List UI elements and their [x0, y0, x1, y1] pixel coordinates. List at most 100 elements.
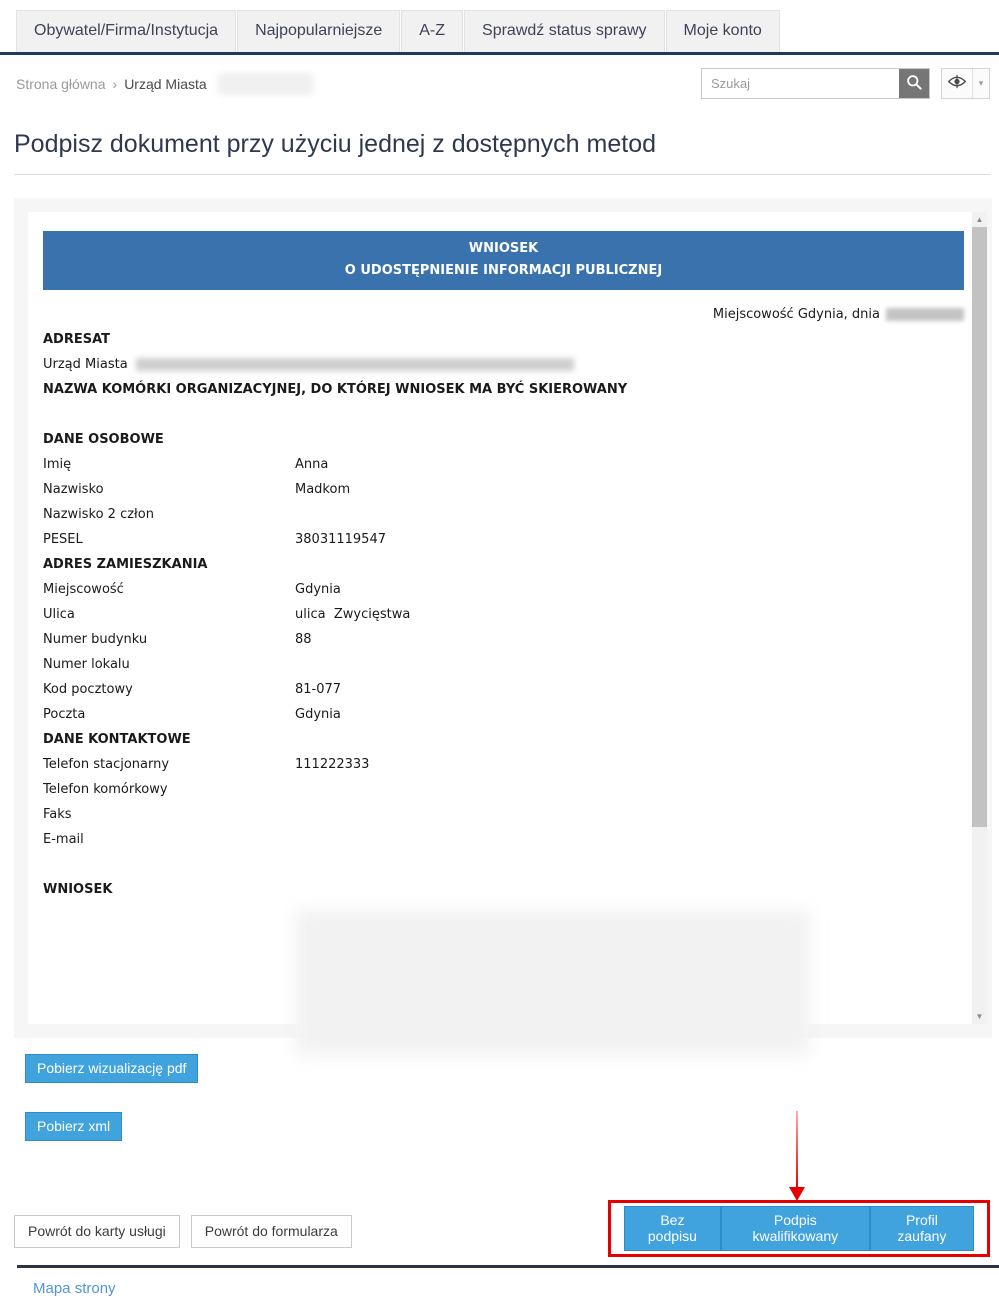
breadcrumb-home-link[interactable]: Strona główna [16, 75, 106, 92]
download-xml-button[interactable]: Pobierz xml [25, 1112, 123, 1141]
field-label: Nazwisko [43, 482, 104, 497]
document-row: Numer budynku 88 [43, 627, 964, 652]
document-row: Kod pocztowy 81-077 [43, 677, 964, 702]
sitemap-link[interactable]: Mapa strony [33, 1280, 116, 1297]
pdf-button-row: Pobierz wizualizację pdf [25, 1054, 999, 1083]
document-header-line2: O UDOSTĘPNIENIE INFORMACJI PUBLICZNEJ [344, 263, 663, 278]
main-nav-tabs: Obywatel/Firma/Instytucja Najpopularniej… [0, 10, 999, 55]
document-row: PESEL 38031119547 [43, 527, 964, 552]
field-value: 38031119547 [295, 532, 386, 547]
document-row: WNIOSEK [43, 877, 964, 902]
redacted-block [295, 910, 810, 1055]
download-pdf-button[interactable]: Pobierz wizualizację pdf [25, 1054, 199, 1083]
accessibility-dropdown-button[interactable]: ▾ [973, 69, 989, 98]
sign-options-highlight-box: Bez podpisu Podpis kwalifikowany Profil … [608, 1200, 990, 1257]
place-and-date-line: Miejscowość Gdynia, dnia [43, 302, 964, 327]
document-preview-panel: WNIOSEK O UDOSTĘPNIENIE INFORMACJI PUBLI… [14, 198, 992, 1055]
magnifier-icon [906, 74, 923, 94]
contrast-toggle-button[interactable] [942, 69, 973, 98]
document-row: E-mail [43, 827, 964, 852]
breadcrumb-separator: › [112, 75, 118, 92]
field-label: ADRES ZAMIESZKANIA [43, 557, 208, 572]
eye-icon [947, 74, 967, 94]
accessibility-control: ▾ [941, 68, 990, 99]
document-scrollbar[interactable]: ▲ ▼ [972, 212, 987, 1024]
document-row: DANE KONTAKTOWE [43, 727, 964, 752]
search-box [701, 68, 930, 99]
field-label: Ulica [43, 607, 75, 622]
field-value: Anna [295, 457, 329, 472]
nav-tab[interactable]: Najpopularniejsze [237, 10, 401, 52]
footer-divider [17, 1265, 999, 1268]
nav-tab[interactable]: Sprawdź status sprawy [464, 10, 665, 52]
document-row: ADRES ZAMIESZKANIA [43, 552, 964, 577]
nav-tab[interactable]: A-Z [401, 10, 464, 52]
scrollbar-thumb[interactable] [972, 227, 987, 827]
search-button[interactable] [899, 69, 929, 98]
document-row: Imię Anna [43, 452, 964, 477]
back-to-form-button[interactable]: Powrót do formularza [190, 1215, 352, 1248]
field-label: Poczta [43, 707, 86, 722]
document-content: WNIOSEK O UDOSTĘPNIENIE INFORMACJI PUBLI… [28, 212, 972, 1055]
field-value: 88 [295, 632, 312, 647]
breadcrumb-redacted-text [217, 72, 313, 95]
document-row: Urząd Miasta [43, 352, 964, 377]
scroll-down-icon[interactable]: ▼ [975, 1012, 984, 1021]
field-value: 111222333 [295, 757, 370, 772]
field-value: Gdynia [295, 707, 341, 722]
breadcrumb: Strona główna › Urząd Miasta [16, 72, 313, 95]
document-row: Numer lokalu [43, 652, 964, 677]
caret-down-icon: ▾ [978, 78, 984, 88]
field-label: Telefon komórkowy [43, 782, 168, 797]
field-label: Telefon stacjonarny [43, 757, 170, 772]
document-row: ADRESAT [43, 327, 964, 352]
field-label: Kod pocztowy [43, 682, 133, 697]
nav-tab[interactable]: Obywatel/Firma/Instytucja [16, 10, 237, 52]
document-row: Faks [43, 802, 964, 827]
document-row [43, 402, 964, 427]
xml-button-row: Pobierz xml [25, 1112, 999, 1141]
red-arrow-line [796, 1111, 798, 1189]
field-label: Numer budynku [43, 632, 148, 647]
document-row: Nazwisko 2 człon [43, 502, 964, 527]
field-label: Nazwisko 2 człon [43, 507, 154, 522]
field-label: NAZWA KOMÓRKI ORGANIZACYJNEJ, DO KTÓREJ … [43, 382, 628, 397]
field-label: Faks [43, 807, 72, 822]
document-row: Poczta Gdynia [43, 702, 964, 727]
field-label: DANE KONTAKTOWE [43, 732, 191, 747]
search-input[interactable] [702, 69, 899, 98]
document-row: NAZWA KOMÓRKI ORGANIZACYJNEJ, DO KTÓREJ … [43, 377, 964, 402]
field-label: E-mail [43, 832, 84, 847]
field-label: WNIOSEK [43, 882, 113, 897]
document-row [43, 852, 964, 877]
field-value: Gdynia [295, 582, 341, 597]
nav-tab[interactable]: Moje konto [665, 10, 780, 52]
document-header-line1: WNIOSEK [468, 241, 539, 256]
field-label: DANE OSOBOWE [43, 432, 164, 447]
document-row: Ulica ulica Zwycięstwa [43, 602, 964, 627]
page-title: Podpisz dokument przy użyciu jednej z do… [14, 130, 657, 158]
field-value: 81-077 [295, 682, 342, 697]
place-date-label: Miejscowość Gdynia, dnia [712, 307, 880, 322]
scroll-up-icon[interactable]: ▲ [975, 215, 984, 224]
field-label: Numer lokalu [43, 657, 130, 672]
back-buttons-row: Powrót do karty usługi Powrót do formula… [14, 1215, 352, 1248]
document-row [43, 902, 964, 1055]
document-row: Telefon komórkowy [43, 777, 964, 802]
back-to-service-card-button[interactable]: Powrót do karty usługi [14, 1215, 180, 1248]
document-row: DANE OSOBOWE [43, 427, 964, 452]
field-label: ADRESAT [43, 332, 111, 347]
document-row: Telefon stacjonarny 111222333 [43, 752, 964, 777]
title-divider [14, 174, 991, 175]
sign-option-button[interactable]: Profil zaufany [869, 1206, 974, 1251]
document-row: Miejscowość Gdynia [43, 577, 964, 602]
redacted-date [886, 308, 964, 321]
toolbar: Strona główna › Urząd Miasta [0, 68, 999, 99]
field-value: Madkom [295, 482, 351, 497]
document-rows: ADRESAT Urząd Miasta NAZWA KOMÓRKI ORGAN… [43, 327, 964, 1055]
field-value: ulica Zwycięstwa [295, 607, 411, 622]
sign-option-button[interactable]: Podpis kwalifikowany [720, 1206, 870, 1251]
breadcrumb-current: Urząd Miasta [124, 75, 207, 92]
field-label: Imię [43, 457, 72, 472]
sign-option-button[interactable]: Bez podpisu [624, 1206, 721, 1251]
